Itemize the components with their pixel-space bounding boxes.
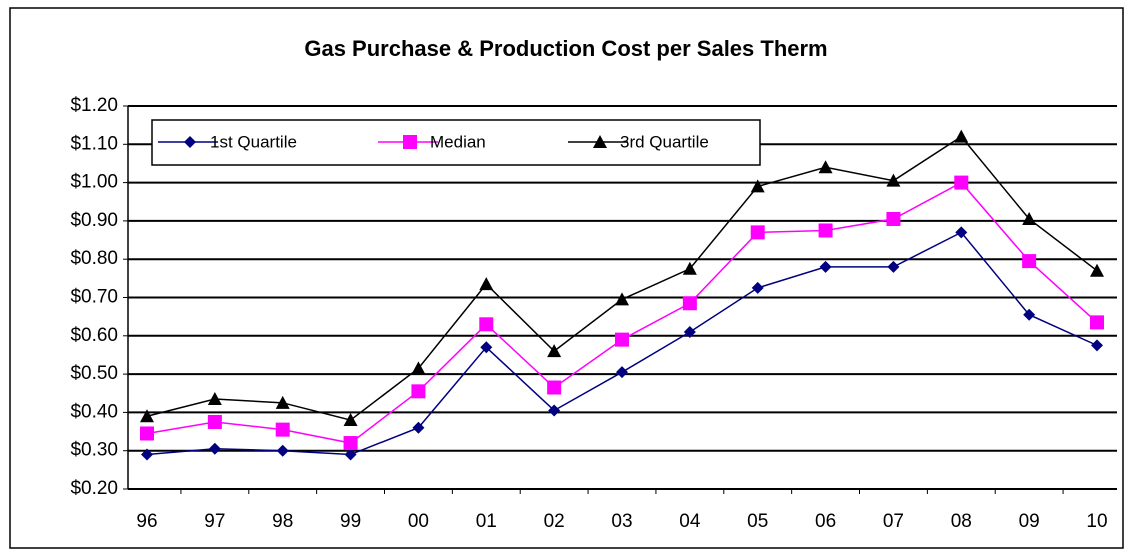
marker	[411, 384, 426, 399]
marker	[682, 296, 697, 311]
marker	[411, 361, 426, 375]
marker	[208, 442, 221, 455]
x-tick-label: 02	[544, 511, 565, 532]
legend-label: 1st Quartile	[210, 132, 297, 151]
x-tick-label: 00	[408, 511, 429, 532]
marker	[547, 344, 562, 358]
marker	[140, 426, 154, 441]
marker	[343, 413, 358, 427]
y-tick-label: $0.70	[70, 287, 118, 308]
marker	[275, 422, 290, 437]
marker	[479, 317, 494, 332]
y-tick-label: $1.10	[70, 133, 118, 154]
marker	[344, 448, 357, 461]
x-tick-label: 04	[679, 511, 701, 532]
marker	[593, 135, 607, 148]
y-tick-label: $0.20	[70, 478, 118, 499]
marker	[682, 261, 697, 275]
marker	[1022, 211, 1037, 225]
y-tick-label: $0.50	[70, 363, 118, 384]
marker	[886, 211, 901, 226]
marker	[403, 135, 417, 149]
marker	[1090, 315, 1104, 330]
x-tick-label: 03	[611, 511, 632, 532]
y-tick-label: $0.80	[70, 248, 118, 269]
legend-box	[151, 119, 761, 166]
legend-label: Median	[430, 132, 486, 151]
marker	[343, 436, 358, 451]
marker	[886, 173, 901, 187]
x-tick-label: 09	[1019, 511, 1040, 532]
x-tick-label: 99	[340, 511, 361, 532]
marker	[683, 325, 696, 338]
marker	[184, 136, 196, 148]
marker	[140, 409, 154, 423]
y-tick-label: $1.00	[70, 172, 118, 193]
marker	[141, 448, 153, 461]
marker	[750, 225, 765, 240]
y-tick-label: $0.90	[70, 210, 118, 231]
x-tick-label: 96	[136, 511, 157, 532]
marker	[887, 260, 900, 273]
x-tick-label: 05	[747, 511, 768, 532]
marker	[954, 175, 969, 190]
x-tick-label: 97	[204, 511, 225, 532]
x-tick-label: 01	[476, 511, 497, 532]
legend-label: 3rd Quartile	[620, 132, 709, 151]
y-tick-label: $0.40	[70, 401, 118, 422]
marker	[954, 129, 969, 143]
marker	[819, 260, 832, 273]
marker	[751, 281, 764, 294]
marker	[207, 414, 222, 429]
marker	[818, 223, 833, 238]
marker	[548, 404, 561, 417]
marker	[479, 277, 494, 291]
marker	[818, 160, 833, 174]
marker	[615, 332, 629, 347]
marker	[1090, 263, 1104, 277]
marker	[750, 179, 765, 193]
marker	[547, 380, 562, 395]
y-tick-label: $1.20	[70, 95, 118, 116]
marker	[1023, 308, 1036, 321]
chart-border	[9, 7, 1124, 549]
marker	[1091, 339, 1103, 352]
chart-title: Gas Purchase & Production Cost per Sales…	[304, 36, 827, 61]
marker	[412, 421, 425, 434]
marker	[276, 444, 289, 457]
marker	[615, 292, 629, 306]
x-tick-label: 98	[272, 511, 293, 532]
y-tick-label: $0.60	[70, 325, 118, 346]
marker	[616, 366, 628, 379]
x-tick-label: 06	[815, 511, 836, 532]
x-tick-label: 07	[883, 511, 904, 532]
marker	[275, 395, 290, 409]
marker	[480, 341, 493, 354]
marker	[207, 391, 222, 405]
marker	[955, 226, 968, 239]
y-tick-label: $0.30	[70, 440, 118, 461]
x-tick-label: 10	[1086, 511, 1107, 532]
x-tick-label: 08	[951, 511, 972, 532]
marker	[1022, 254, 1037, 269]
